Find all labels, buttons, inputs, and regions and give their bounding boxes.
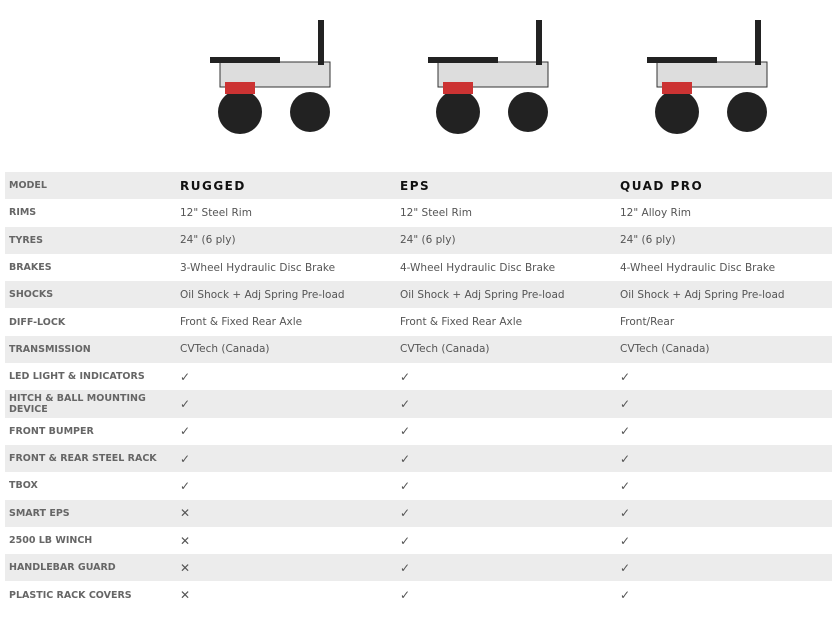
table-row: LED LIGHT & INDICATORS ✓ ✓ ✓ (5, 363, 832, 390)
check-icon: ✓ (400, 533, 411, 548)
check-icon: ✓ (620, 424, 631, 439)
row-label: FRONT & REAR STEEL RACK (9, 453, 157, 465)
check-icon: ✓ (400, 369, 411, 384)
table-row: SHOCKS Oil Shock + Adj Spring Pre-load Oil… (5, 281, 832, 309)
check-icon: ✓ (620, 533, 631, 548)
table-row: TBOX ✓ ✓ ✓ (5, 472, 832, 499)
cross-icon: ✕ (180, 560, 191, 575)
row-label: PLASTIC RACK COVERS (9, 589, 132, 601)
model-rugged: RUGGED (180, 178, 246, 193)
row-label: HITCH & BALL MOUNTING DEVICE (9, 393, 146, 416)
spec-value: 4-Wheel Hydraulic Disc Brake (620, 261, 776, 274)
table-row: FRONT & REAR STEEL RACK ✓ ✓ ✓ (5, 444, 832, 473)
check-icon: ✓ (180, 369, 191, 384)
check-icon: ✓ (180, 424, 191, 439)
check-icon: ✓ (400, 424, 411, 439)
cross-icon: ✕ (180, 533, 191, 548)
spec-value: 24" (6 ply) (620, 234, 676, 247)
spec-value: 12" Steel Rim (180, 206, 252, 219)
row-label: LED LIGHT & INDICATORS (9, 371, 145, 383)
spec-value: Oil Shock + Adj Spring Pre-load (400, 288, 565, 301)
spec-value: 24" (6 ply) (400, 234, 456, 247)
table-row: TRANSMISSION CVTech (Canada) CVTech (Canad… (5, 335, 832, 364)
row-label: BRAKES (9, 262, 52, 274)
check-icon: ✓ (620, 560, 631, 575)
cross-icon: ✕ (180, 506, 191, 521)
table-row: DIFF-LOCK Front & Fixed Rear Axle Front & … (5, 308, 832, 335)
table-row: HANDLEBAR GUARD ✕ ✓ ✓ (5, 554, 832, 582)
row-label: TRANSMISSION (9, 343, 91, 355)
cross-icon: ✕ (180, 588, 191, 603)
spec-value: 4-Wheel Hydraulic Disc Brake (400, 261, 556, 274)
check-icon: ✓ (180, 478, 191, 493)
row-label: SHOCKS (9, 289, 54, 301)
comparison-table: MODEL RUGGED EPS QUAD PRO RIMS 12" Steel … (5, 172, 832, 609)
check-icon: ✓ (180, 451, 191, 466)
check-icon: ✓ (400, 478, 411, 493)
atv-image-rugged (210, 20, 331, 134)
spec-value: CVTech (Canada) (400, 343, 490, 356)
row-label: DIFF-LOCK (9, 316, 66, 328)
table-row: RIMS 12" Steel Rim 12" Steel Rim 12" Alloy … (5, 199, 832, 226)
check-icon: ✓ (620, 506, 631, 521)
row-label: FRONT BUMPER (9, 425, 94, 437)
table-row: BRAKES 3-Wheel Hydraulic Disc Brake 4-Whee… (5, 254, 832, 281)
row-label: SMART EPS (9, 507, 70, 519)
row-label: HANDLEBAR GUARD (9, 562, 116, 574)
spec-value: Oil Shock + Adj Spring Pre-load (620, 288, 785, 301)
row-label: TBOX (9, 480, 38, 492)
row-label: TYRES (9, 234, 44, 246)
atv-image-eps (428, 20, 549, 134)
check-icon: ✓ (620, 397, 631, 412)
table-row: FRONT BUMPER ✓ ✓ ✓ (5, 418, 832, 445)
check-icon: ✓ (620, 478, 631, 493)
spec-value: Front & Fixed Rear Axle (400, 316, 523, 329)
check-icon: ✓ (620, 588, 631, 603)
check-icon: ✓ (400, 560, 411, 575)
table-row: 2500 LB WINCH ✕ ✓ ✓ (5, 527, 832, 554)
check-icon: ✓ (180, 397, 191, 412)
spec-value: 12" Alloy Rim (620, 206, 691, 219)
table-header-row: MODEL RUGGED EPS QUAD PRO (5, 172, 832, 200)
spec-value: Front & Fixed Rear Axle (180, 316, 303, 329)
spec-value: CVTech (Canada) (620, 343, 710, 356)
spec-value: Oil Shock + Adj Spring Pre-load (180, 288, 345, 301)
atv-image-quad-pro (647, 20, 768, 134)
spec-value: Front/Rear (620, 316, 675, 329)
table-row: PLASTIC RACK COVERS ✕ ✓ ✓ (5, 581, 832, 608)
table-row: SMART EPS ✕ ✓ ✓ (5, 499, 832, 527)
model-eps: EPS (400, 178, 431, 193)
table-row: TYRES 24" (6 ply) 24" (6 ply) 24" (6 ply) (5, 226, 832, 254)
spec-value: 3-Wheel Hydraulic Disc Brake (180, 261, 336, 274)
model-quad-pro: QUAD PRO (620, 178, 704, 193)
spec-value: 12" Steel Rim (400, 206, 472, 219)
row-label: 2500 LB WINCH (9, 535, 93, 546)
spec-value: 24" (6 ply) (180, 234, 236, 247)
check-icon: ✓ (400, 588, 411, 603)
model-label: MODEL (9, 180, 47, 192)
check-icon: ✓ (400, 397, 411, 412)
check-icon: ✓ (400, 451, 411, 466)
row-label: RIMS (9, 207, 37, 219)
check-icon: ✓ (620, 451, 631, 466)
check-icon: ✓ (400, 506, 411, 521)
spec-value: CVTech (Canada) (180, 343, 270, 356)
table-row: HITCH & BALL MOUNTING DEVICE ✓ ✓ ✓ (5, 390, 832, 418)
check-icon: ✓ (620, 369, 631, 384)
